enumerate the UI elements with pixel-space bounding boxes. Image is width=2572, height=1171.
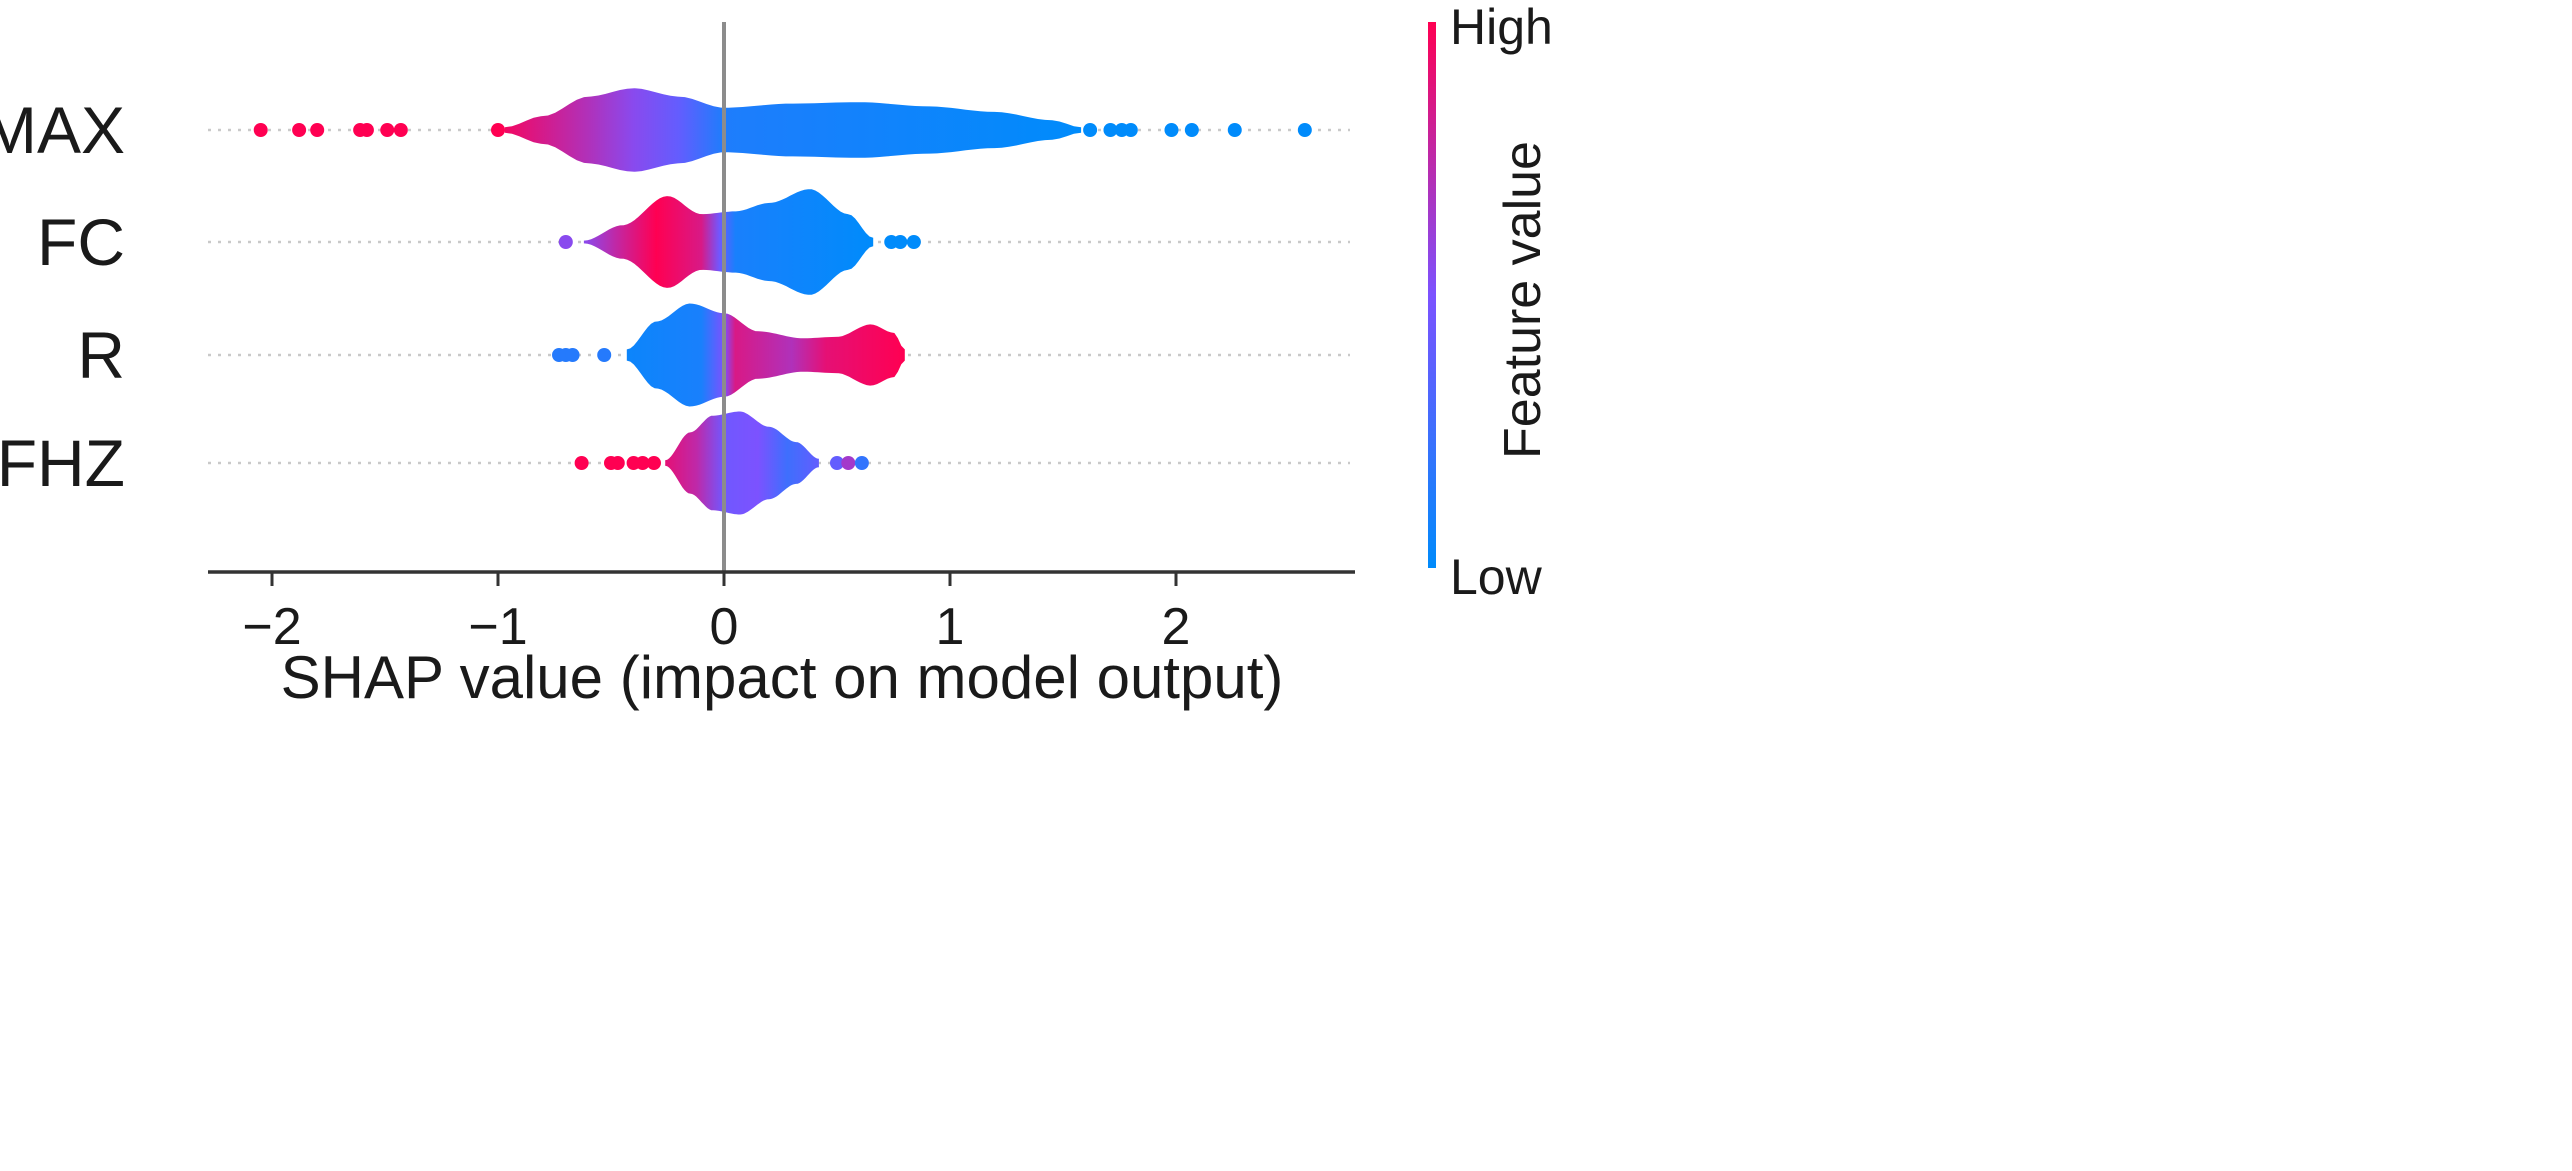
- outlier-point-smax: [359, 123, 374, 137]
- colorbar-gradient: [1428, 22, 1436, 568]
- x-ticks: −2 −1 0 1 2: [242, 572, 1190, 656]
- feature-label-r: R: [77, 318, 125, 392]
- outlier-point-fhz: [574, 456, 589, 470]
- colorbar: High Low Feature value: [1428, 0, 1553, 605]
- outlier-point-smax: [1184, 123, 1199, 137]
- x-tick-label: 1: [936, 598, 965, 656]
- outlier-point-fc: [893, 235, 908, 249]
- colorbar-low-label: Low: [1450, 549, 1543, 605]
- outlier-point-fhz: [610, 456, 625, 470]
- outlier-point-fhz: [646, 456, 661, 470]
- violin-r: [626, 303, 905, 407]
- outlier-point-r: [565, 348, 580, 362]
- outlier-point-smax: [393, 123, 408, 137]
- outlier-point-smax: [1297, 123, 1312, 137]
- violin-fhz: [665, 411, 819, 515]
- feature-label-smax: SMAX: [0, 93, 125, 167]
- feature-labels: SMAX FC R FHZ: [0, 93, 125, 500]
- outlier-point-smax: [1103, 123, 1118, 137]
- x-tick-label: −2: [242, 598, 301, 656]
- outlier-point-r: [597, 348, 612, 362]
- colorbar-title: Feature value: [1494, 141, 1552, 459]
- outlier-point-smax: [253, 123, 268, 137]
- x-tick-label: 0: [710, 598, 739, 656]
- violin-smax: [504, 88, 1082, 172]
- outlier-point-smax: [1123, 123, 1138, 137]
- row-guide-lines: [208, 128, 1350, 465]
- outlier-point-smax: [1083, 123, 1098, 137]
- violin-fc: [583, 189, 874, 295]
- outlier-point-fhz: [830, 456, 844, 470]
- outlier-point-smax: [380, 123, 395, 137]
- outlier-point-fc: [558, 235, 573, 249]
- x-tick-label: 2: [1162, 598, 1191, 656]
- colorbar-high-label: High: [1450, 0, 1553, 55]
- violin-layer: [253, 88, 1312, 515]
- outlier-point-fc: [906, 235, 921, 249]
- outlier-point-fhz: [635, 456, 650, 470]
- outlier-point-fhz: [841, 456, 856, 470]
- outlier-point-smax: [491, 123, 505, 137]
- outlier-point-smax: [1227, 123, 1242, 137]
- x-axis: −2 −1 0 1 2: [208, 570, 1355, 656]
- outlier-point-fhz: [854, 456, 869, 470]
- outlier-point-smax: [310, 123, 325, 137]
- feature-label-fhz: FHZ: [0, 426, 125, 500]
- outlier-point-smax: [1164, 123, 1179, 137]
- feature-label-fc: FC: [37, 205, 125, 279]
- outlier-point-smax: [292, 123, 307, 137]
- x-tick-label: −1: [468, 598, 527, 656]
- x-axis-label: SHAP value (impact on model output): [281, 644, 1284, 711]
